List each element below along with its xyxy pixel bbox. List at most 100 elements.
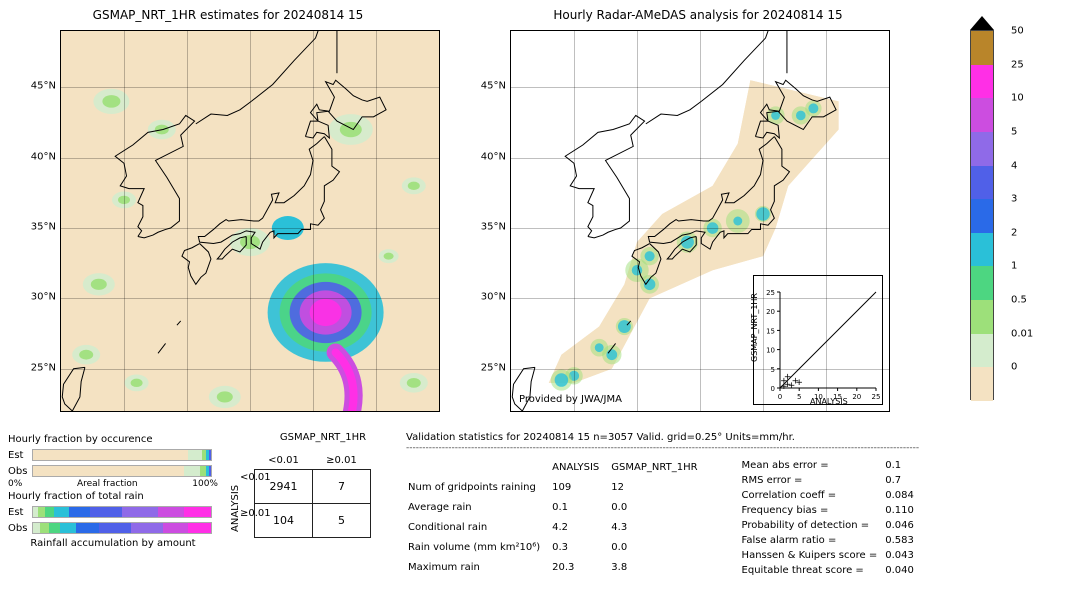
stats-divider: ----------------------------------------…	[406, 443, 1072, 453]
occurrence-title: Hourly fraction by occurence	[8, 434, 218, 445]
attribution-text: Provided by JWA/JMA	[519, 394, 622, 405]
ct-row-h1: <0.01	[240, 472, 271, 483]
colorbar-tick: 2	[1011, 227, 1017, 238]
fraction-seg	[90, 507, 122, 517]
scatter-inset: 00551010151520202525+++++++ANALYSISGSMAP…	[753, 275, 883, 405]
stat-key: Maximum rain	[408, 559, 550, 577]
colorbar-seg	[971, 31, 993, 65]
colorbar-seg	[971, 166, 993, 200]
colorbar-seg	[971, 65, 993, 99]
lat-tick: 40°N	[476, 151, 506, 162]
occurrence-axis: 0% Areal fraction 100%	[8, 479, 218, 489]
svg-text:20: 20	[852, 393, 861, 401]
lat-tick: 45°N	[26, 81, 56, 92]
stat-gsmap: 0.0	[611, 539, 707, 557]
ct-cell-01: 7	[313, 469, 371, 503]
lat-tick: 40°N	[26, 151, 56, 162]
stat-key: Conditional rain	[408, 519, 550, 537]
fraction-row-label: Obs	[8, 523, 32, 534]
metric-val: 0.040	[885, 564, 920, 577]
stats-title: Validation statistics for 20240814 15 n=…	[406, 432, 1072, 443]
rain-title: Hourly fraction of total rain	[8, 491, 218, 502]
stat-gsmap: 0.0	[611, 499, 707, 517]
fraction-seg	[54, 507, 68, 517]
ct-col-h1: <0.01	[255, 453, 313, 469]
svg-text:5: 5	[771, 366, 775, 374]
colorbar: 502510543210.50.010	[960, 30, 1070, 420]
metric-key: Hanssen & Kuipers score =	[742, 549, 884, 562]
svg-text:10: 10	[766, 347, 775, 355]
metric-key: Frequency bias =	[742, 504, 884, 517]
colorbar-seg	[971, 199, 993, 233]
colorbar-tick: 50	[1011, 26, 1024, 37]
inset-ylabel: GSMAP_NRT_1HR	[750, 293, 759, 362]
rain-bars: EstObs	[8, 504, 218, 536]
metric-key: Equitable threat score =	[742, 564, 884, 577]
svg-text:25: 25	[766, 289, 775, 297]
lat-tick: 30°N	[26, 292, 56, 303]
fraction-seg	[40, 523, 49, 533]
colorbar-seg	[971, 233, 993, 267]
fraction-seg	[184, 507, 211, 517]
colorbar-overflow-icon	[970, 16, 994, 30]
rain-footer: Rainfall accumulation by amount	[8, 538, 218, 549]
metric-key: Mean abs error =	[742, 459, 884, 472]
svg-text:0: 0	[778, 393, 782, 401]
colorbar-tick: 10	[1011, 93, 1024, 104]
ct-row-h2: ≥0.01	[240, 508, 271, 519]
stat-gsmap: 12	[611, 479, 707, 497]
colorbar-seg	[971, 266, 993, 300]
fraction-seg	[188, 450, 202, 460]
fraction-row-label: Est	[8, 450, 32, 461]
top-row: GSMAP_NRT_1HR estimates for 20240814 15 …	[8, 8, 1072, 428]
stat-key: Average rain	[408, 499, 550, 517]
svg-text:0: 0	[771, 385, 775, 393]
metric-val: 0.1	[885, 459, 920, 472]
radar-frame: Provided by JWA/JMA 00551010151520202525…	[510, 30, 890, 412]
colorbar-seg	[971, 300, 993, 334]
metric-key: Probability of detection =	[742, 519, 884, 532]
colorbar-seg	[971, 367, 993, 401]
metric-val: 0.046	[885, 519, 920, 532]
fraction-seg	[33, 466, 184, 476]
svg-text:+: +	[795, 378, 803, 388]
colorbar-seg	[971, 334, 993, 368]
stats-left-table: ANALYSIS GSMAP_NRT_1HR Num of gridpoints…	[406, 457, 710, 579]
metric-key: Correlation coeff =	[742, 489, 884, 502]
fraction-seg	[33, 523, 40, 533]
occ-left-tick: 0%	[8, 479, 22, 489]
stat-gsmap: 3.8	[611, 559, 707, 577]
stat-key: Rain volume (mm km²10⁶)	[408, 539, 550, 557]
radar-panel: Hourly Radar-AMeDAS analysis for 2024081…	[458, 8, 938, 428]
colorbar-tick: 4	[1011, 160, 1017, 171]
fraction-row-label: Obs	[8, 466, 32, 477]
colorbar-strip: 502510543210.50.010	[970, 30, 994, 400]
fraction-seg	[60, 523, 76, 533]
svg-text:5: 5	[797, 393, 801, 401]
metric-val: 0.110	[885, 504, 920, 517]
metric-val: 0.084	[885, 489, 920, 502]
colorbar-tick: 25	[1011, 59, 1024, 70]
stat-analysis: 4.2	[552, 519, 609, 537]
colorbar-seg	[971, 132, 993, 166]
stats-panel: Validation statistics for 20240814 15 n=…	[406, 432, 1072, 579]
lat-tick: 35°N	[26, 222, 56, 233]
fraction-seg	[49, 523, 60, 533]
metric-val: 0.583	[885, 534, 920, 547]
metric-key: False alarm ratio =	[742, 534, 884, 547]
stat-analysis: 0.3	[552, 539, 609, 557]
colorbar-tick: 0	[1011, 362, 1017, 373]
fraction-seg	[131, 523, 163, 533]
occ-right-tick: 100%	[192, 479, 218, 489]
areal-fraction-label: Areal fraction	[77, 479, 138, 489]
ct-cell-11: 5	[313, 503, 371, 537]
gsmap-panel: GSMAP_NRT_1HR estimates for 20240814 15 …	[8, 8, 448, 428]
fraction-seg	[76, 523, 99, 533]
gsmap-frame: 125°E130°E135°E140°E145°E	[60, 30, 440, 412]
radar-title: Hourly Radar-AMeDAS analysis for 2024081…	[458, 8, 938, 22]
fraction-seg	[33, 450, 188, 460]
fraction-seg	[158, 507, 185, 517]
fraction-seg	[184, 466, 200, 476]
gsmap-title: GSMAP_NRT_1HR estimates for 20240814 15	[8, 8, 448, 22]
occurrence-bars: Est Obs	[8, 447, 218, 479]
